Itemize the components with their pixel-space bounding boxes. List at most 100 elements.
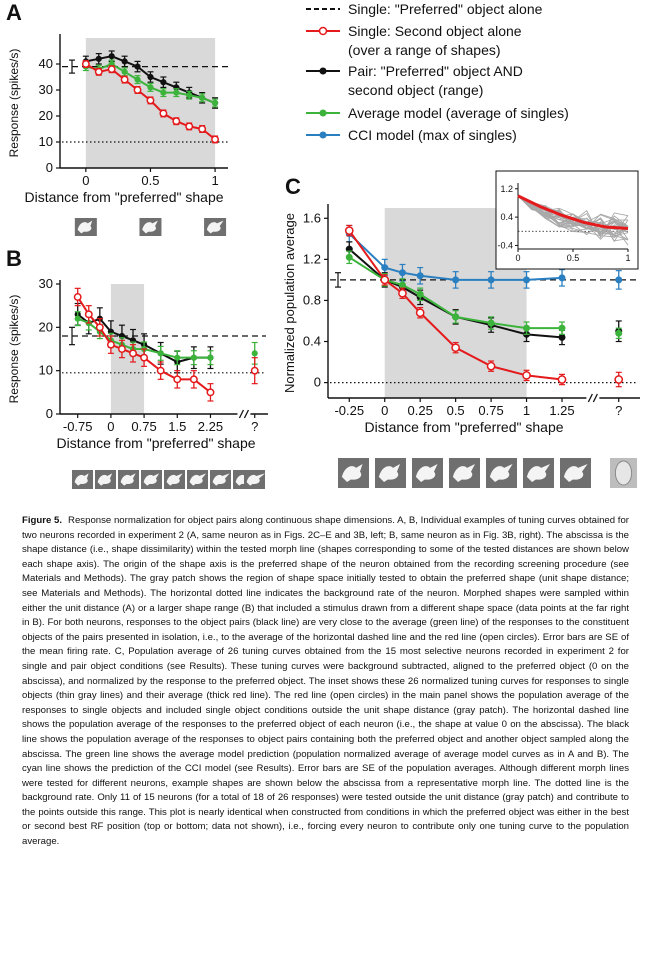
morph-shape (74, 473, 89, 486)
y-tick-label: 0 (46, 406, 53, 421)
caption-label: Figure 5. (22, 515, 63, 526)
data-point (452, 276, 460, 284)
data-point (416, 272, 424, 280)
data-point (159, 109, 168, 118)
data-point (415, 308, 425, 318)
panel-label-C: C (285, 174, 301, 199)
data-point (174, 354, 181, 361)
x-tick-label: ? (251, 419, 258, 434)
panel-C: 0 0.4 0.8 1.2 1.6 -0.25 0 0.25 0.5 0.75 1 1.25 ? Dist… (282, 204, 640, 435)
axis-break (238, 409, 245, 419)
series-cci (615, 270, 623, 290)
inset-x-tick-label: 1 (625, 253, 630, 263)
data-point (156, 366, 165, 375)
x-tick-label: 0.75 (131, 419, 156, 434)
y-tick-label: 0 (46, 160, 53, 175)
morph-shape (526, 463, 551, 483)
legend-swatch (306, 8, 340, 10)
data-point (381, 264, 389, 272)
shape-thumbnail (164, 470, 185, 489)
data-point (94, 67, 103, 76)
y-tick-label: 0.8 (303, 292, 321, 307)
shape-thumbnail (141, 470, 162, 489)
x-tick-label: 1 (211, 173, 218, 188)
shape-thumbnail (244, 470, 266, 489)
data-point (615, 329, 623, 337)
data-point (189, 375, 198, 384)
axis-break (587, 393, 593, 403)
axis-break (592, 393, 598, 403)
shape-thumbnail (204, 218, 227, 236)
data-point (160, 89, 167, 96)
x-tick-label: 0 (107, 419, 114, 434)
shape-thumbnail (449, 458, 480, 488)
morph-shape (206, 220, 224, 234)
morph-shape (415, 463, 438, 483)
data-point (121, 68, 128, 75)
y-tick-label: 30 (39, 276, 53, 291)
y-tick-label: 10 (39, 363, 53, 378)
y-tick-label: 20 (39, 108, 53, 123)
data-point (211, 99, 219, 107)
data-point (398, 288, 407, 298)
data-point (416, 290, 424, 298)
data-point (380, 275, 390, 285)
data-point (172, 117, 181, 126)
data-point (95, 55, 102, 62)
y-tick-label: 10 (39, 134, 53, 149)
data-point (558, 324, 566, 332)
shape-thumbnail (486, 458, 517, 488)
data-point (206, 388, 215, 397)
x-tick-label: 1 (523, 403, 530, 418)
legend-marker (319, 131, 327, 139)
x-tick-label: ? (615, 403, 622, 418)
y-tick-label: 1.2 (303, 251, 321, 266)
data-point (133, 86, 142, 94)
data-point (211, 135, 220, 144)
data-point (147, 84, 154, 91)
data-point (134, 76, 141, 83)
x-tick-label: 1.5 (168, 419, 186, 434)
y-tick-label: 40 (39, 56, 53, 71)
inset-mean-curve (517, 194, 629, 230)
morph-shape (341, 463, 363, 483)
data-point (173, 375, 182, 384)
x-tick-label: 0 (82, 173, 89, 188)
data-point (199, 94, 206, 101)
data-point (190, 354, 197, 361)
data-point (558, 333, 566, 341)
shape-thumbnail (610, 458, 637, 488)
legend-swatch (306, 109, 340, 117)
legend-entry: Single: "Preferred" object alone (304, 0, 644, 22)
inset-x-tick-label: 0.5 (567, 253, 580, 263)
shape-thumbnail (118, 470, 139, 489)
shape-thumbnail (523, 458, 554, 488)
y-tick-label: 30 (39, 82, 53, 97)
data-point (186, 92, 193, 99)
data-point (106, 340, 115, 349)
data-point (73, 293, 82, 301)
legend-swatch (306, 67, 340, 75)
data-point (486, 361, 496, 371)
shape-thumbnail (375, 458, 406, 488)
x-tick-label: 0.25 (408, 403, 433, 418)
caption-text: Response normalization for object pairs … (22, 515, 630, 848)
data-point (452, 313, 460, 321)
y-tick-label: 1.6 (303, 210, 321, 225)
morph-shape (77, 220, 93, 234)
series-single (614, 371, 624, 388)
inset-plot: 1.2 0.4 -0.40 0.5 1 (495, 170, 639, 270)
morph-shape (452, 463, 476, 483)
morph-shape (166, 473, 183, 486)
data-point (160, 79, 167, 86)
morph-shape (189, 473, 207, 486)
data-point (557, 375, 567, 384)
series-single (250, 357, 259, 385)
legend-swatch (306, 131, 340, 139)
legend-label: Single: "Preferred" object alone (348, 1, 543, 17)
x-tick-label: 0.5 (141, 173, 159, 188)
data-point (107, 65, 116, 74)
shape-thumbnail (72, 470, 93, 489)
series-single (73, 287, 215, 402)
data-point (81, 60, 90, 68)
